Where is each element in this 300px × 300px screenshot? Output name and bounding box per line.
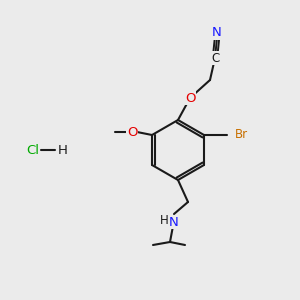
- Text: C: C: [211, 52, 219, 64]
- Text: Cl: Cl: [26, 143, 40, 157]
- Text: H: H: [58, 143, 68, 157]
- Text: Br: Br: [235, 128, 248, 142]
- Text: N: N: [169, 215, 179, 229]
- Text: N: N: [212, 26, 222, 40]
- Text: O: O: [127, 125, 137, 139]
- Text: O: O: [185, 92, 195, 104]
- Text: H: H: [160, 214, 168, 226]
